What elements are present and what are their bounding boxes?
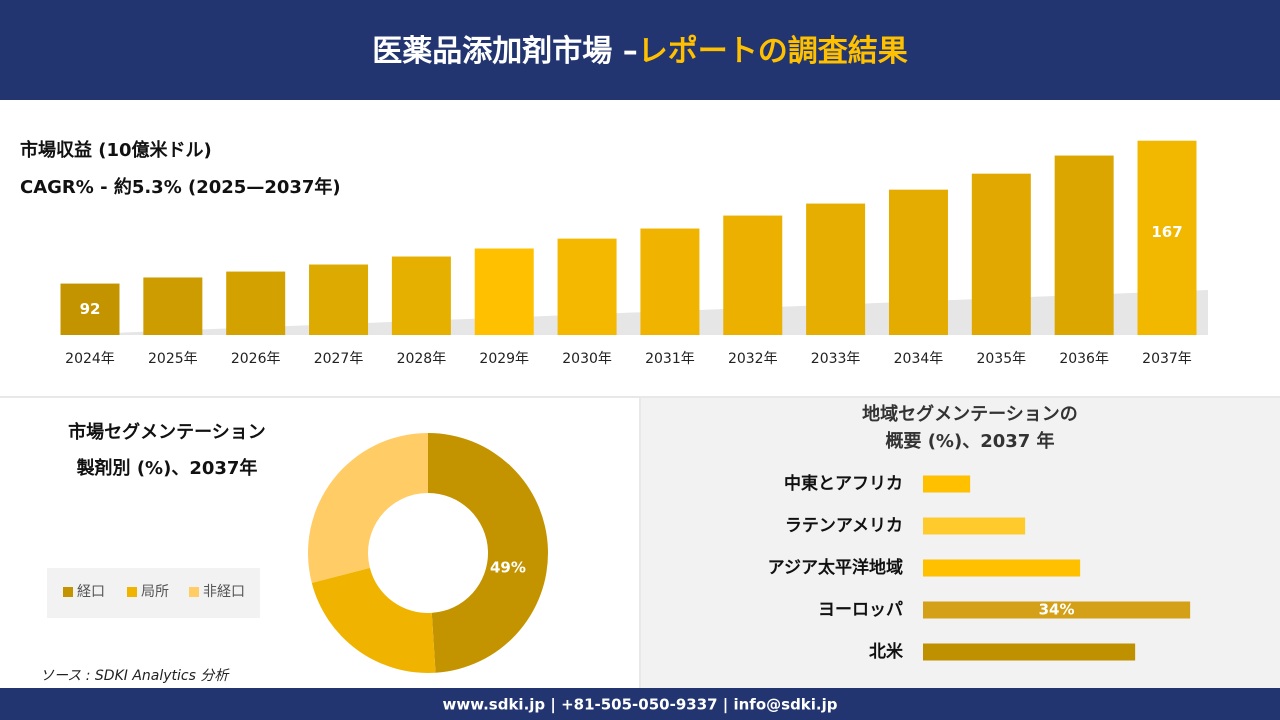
bar <box>226 271 286 335</box>
chart-title: 地域セグメンテーションの <box>862 403 1078 425</box>
x-tick-label: 2025年 <box>148 351 198 367</box>
x-tick-label: 2028年 <box>397 351 447 367</box>
donut-slice <box>308 433 428 583</box>
region-panel <box>641 398 1280 688</box>
header-bar <box>0 0 1280 100</box>
legend-swatch <box>127 587 137 597</box>
chart-title: 市場セグメンテーション <box>68 421 266 443</box>
x-tick-label: 2031年 <box>645 351 695 367</box>
bar <box>923 475 971 493</box>
bar <box>474 248 534 335</box>
bar <box>640 228 700 335</box>
data-label: 49% <box>490 559 526 577</box>
data-label: 92 <box>80 300 101 318</box>
title-highlight: レポートの調査結果 <box>638 34 908 69</box>
bar <box>1137 140 1197 335</box>
legend-swatch <box>63 587 73 597</box>
bar <box>971 173 1031 335</box>
x-tick-label: 2030年 <box>562 351 612 367</box>
bar <box>391 256 451 335</box>
y-tick-label: ラテンアメリカ <box>785 516 903 536</box>
x-tick-label: 2027年 <box>314 351 364 367</box>
header-title: 医薬品添加剤市場 –レポートの調査結果 <box>372 34 907 69</box>
donut-slice <box>311 567 436 673</box>
x-tick-label: 2026年 <box>231 351 281 367</box>
donut-slice <box>428 433 548 673</box>
y-tick-label: 中東とアフリカ <box>784 473 903 494</box>
bar <box>723 215 783 335</box>
title-main: 医薬品添加剤市場 – <box>372 34 637 69</box>
data-label: 167 <box>1151 223 1182 241</box>
bar <box>923 601 1191 619</box>
bar <box>557 238 617 335</box>
y-tick-label: 北米 <box>869 641 904 662</box>
x-tick-label: 2033年 <box>811 351 861 367</box>
bar <box>806 203 866 335</box>
bar <box>923 517 1026 535</box>
bar <box>1054 155 1114 335</box>
chart-subtitle: 概要 (%)、2037 年 <box>885 430 1054 452</box>
x-tick-label: 2029年 <box>479 351 529 367</box>
legend-label: 局所 <box>141 584 169 600</box>
x-tick-label: 2036年 <box>1059 351 1109 367</box>
x-tick-label: 2037年 <box>1142 351 1192 367</box>
bar <box>309 264 369 335</box>
bar <box>60 283 120 335</box>
source: ソース : SDKI Analytics 分析 <box>40 668 230 684</box>
x-tick-label: 2024年 <box>65 351 115 367</box>
chart-title: 市場収益 (10億米ドル) <box>20 139 212 161</box>
bar <box>143 277 203 335</box>
legend-swatch <box>189 587 199 597</box>
x-tick-label: 2034年 <box>894 351 944 367</box>
legend-box <box>47 568 260 618</box>
x-tick-label: 2035年 <box>976 351 1026 367</box>
legend-label: 経口 <box>77 584 105 600</box>
legend-label: 非経口 <box>203 584 245 600</box>
y-tick-label: ヨーロッパ <box>818 600 903 620</box>
x-tick-label: 2032年 <box>728 351 778 367</box>
footer-text: www.sdki.jp | +81-505-050-9337 | info@sd… <box>442 696 837 715</box>
bar <box>888 189 948 335</box>
bar <box>923 643 1136 661</box>
chart-subtitle: 製剤別 (%)、2037年 <box>76 457 258 479</box>
bar <box>923 559 1081 577</box>
footer-bar <box>0 688 1280 720</box>
y-tick-label: アジア太平洋地域 <box>768 557 903 578</box>
data-label: 34% <box>1039 601 1075 619</box>
chart-subtitle: CAGR% - 約5.3% (2025—2037年) <box>20 176 341 198</box>
